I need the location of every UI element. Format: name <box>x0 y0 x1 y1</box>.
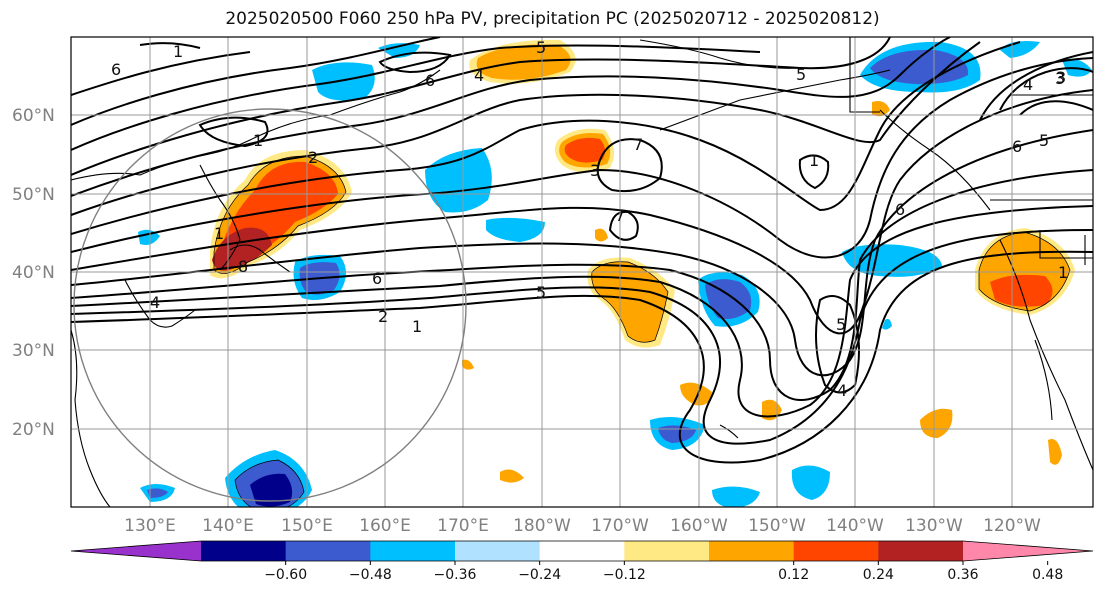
svg-text:3: 3 <box>590 161 600 180</box>
lon-label: 140°W <box>826 516 884 536</box>
lon-label: 120°W <box>983 516 1041 536</box>
lon-label: 150°E <box>281 516 333 536</box>
lat-label: 30°N <box>12 341 55 361</box>
lat-label: 50°N <box>12 185 55 205</box>
lat-axis: 60°N 50°N 40°N 30°N 20°N <box>12 106 55 440</box>
contour-labels: 1 6 6 4 5 5 3 1 2 1 8 6 5 4 2 1 7 7 3 1 … <box>111 38 1068 400</box>
svg-text:1: 1 <box>809 151 819 170</box>
svg-text:5: 5 <box>536 38 546 57</box>
lon-label: 140°E <box>202 516 254 536</box>
lat-label: 20°N <box>12 420 55 440</box>
svg-text:3: 3 <box>1055 69 1065 88</box>
colorbar-extend-low <box>71 541 201 561</box>
svg-text:8: 8 <box>238 257 248 276</box>
svg-text:2: 2 <box>308 148 318 167</box>
svg-text:4: 4 <box>474 66 484 85</box>
lon-label: 160°E <box>359 516 411 536</box>
colorbar-segment <box>878 541 964 561</box>
plot-frame <box>70 36 1094 508</box>
svg-text:5: 5 <box>1039 131 1049 150</box>
svg-text:1: 1 <box>412 317 422 336</box>
colorbar-segment <box>624 541 710 561</box>
svg-text:1: 1 <box>253 131 263 150</box>
colorbar-tick-label: −0.36 <box>434 567 477 583</box>
colorbar-segment <box>455 541 541 561</box>
map-title: 2025020500 F060 250 hPa PV, precipitatio… <box>225 9 880 29</box>
range-circle <box>73 108 467 502</box>
lat-label: 60°N <box>12 106 55 126</box>
svg-text:7: 7 <box>615 206 625 225</box>
lon-axis: 130°E 140°E 150°E 160°E 170°E 180°W 170°… <box>124 516 1041 536</box>
lat-label: 40°N <box>12 263 55 283</box>
lon-label: 150°W <box>748 516 806 536</box>
svg-text:6: 6 <box>1012 137 1022 156</box>
svg-text:4: 4 <box>150 293 160 312</box>
lon-label: 170°W <box>591 516 649 536</box>
svg-text:6: 6 <box>111 60 121 79</box>
colorbar-tick-label: 0.12 <box>778 567 809 583</box>
colorbar-tick-label: 0.48 <box>1032 567 1063 583</box>
colorbar-extend-high <box>963 541 1093 561</box>
colorbar: −0.60 −0.48 −0.36 −0.24 −0.12 0.12 0.24 0.36 0.4… <box>70 540 1094 583</box>
lon-label: 170°E <box>437 516 489 536</box>
svg-text:5: 5 <box>836 315 846 334</box>
svg-text:4: 4 <box>837 381 847 400</box>
colorbar-tick-label: −0.24 <box>518 567 561 583</box>
svg-text:5: 5 <box>536 283 546 302</box>
svg-text:6: 6 <box>895 200 905 219</box>
colorbar-segment <box>201 541 287 561</box>
colorbar-outline <box>70 540 1094 562</box>
svg-text:7: 7 <box>633 135 643 154</box>
colorbar-segment <box>539 541 625 561</box>
svg-text:1: 1 <box>214 224 224 243</box>
svg-text:3: 3 <box>1056 68 1066 87</box>
colorbar-segment <box>370 541 456 561</box>
colorbar-segment <box>709 541 795 561</box>
svg-text:6: 6 <box>372 269 382 288</box>
gridlines <box>71 37 1093 507</box>
colorbar-tick-label: −0.12 <box>603 567 646 583</box>
svg-text:2: 2 <box>378 307 388 326</box>
lon-label: 130°W <box>905 516 963 536</box>
lon-label: 180°W <box>513 516 571 536</box>
svg-text:1: 1 <box>1058 263 1068 282</box>
colorbar-segment <box>285 541 371 561</box>
colorbar-tick-label: −0.48 <box>349 567 392 583</box>
coastlines <box>71 37 1093 507</box>
colorbar-tick-label: 0.36 <box>947 567 978 583</box>
lon-label: 130°E <box>124 516 176 536</box>
colorbar-tick-label: 0.24 <box>863 567 894 583</box>
colorbar-segment <box>793 541 879 561</box>
lon-label: 160°W <box>670 516 728 536</box>
svg-text:5: 5 <box>796 65 806 84</box>
svg-text:1: 1 <box>173 42 183 61</box>
colorbar-tick-label: −0.60 <box>264 567 307 583</box>
svg-text:6: 6 <box>425 71 435 90</box>
svg-text:4: 4 <box>1023 75 1033 94</box>
